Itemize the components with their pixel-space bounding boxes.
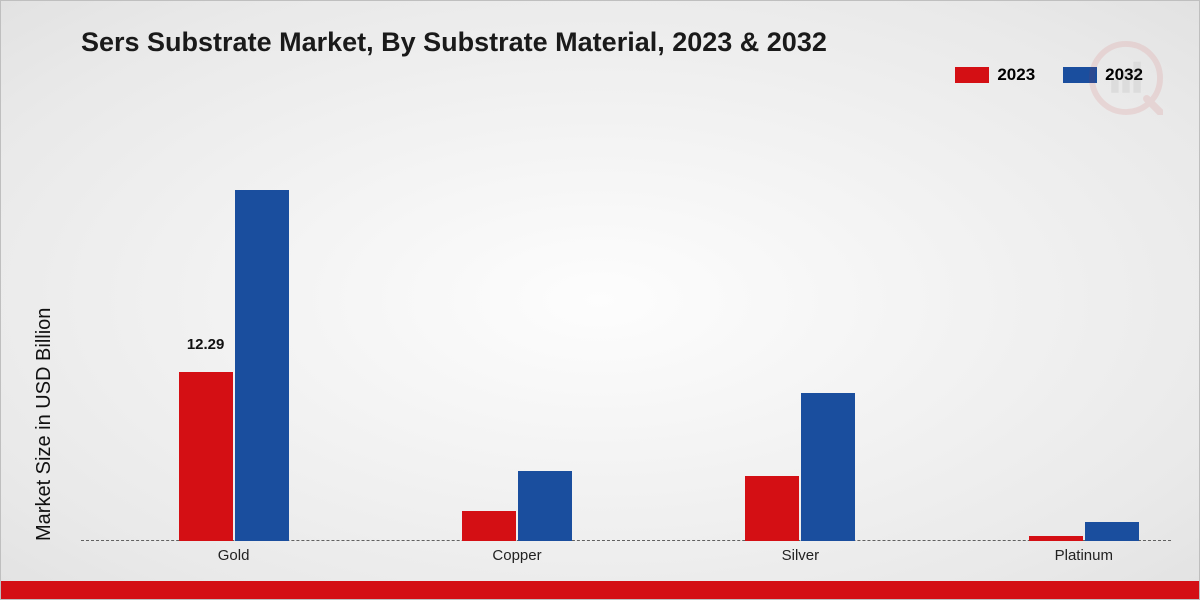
bar-platinum-2023 <box>1029 536 1083 542</box>
x-axis-label: Gold <box>218 547 250 564</box>
legend-item-2023: 2023 <box>955 65 1035 85</box>
bar-gold-2023 <box>179 372 233 541</box>
chart-frame: Sers Substrate Market, By Substrate Mate… <box>0 0 1200 600</box>
chart-title: Sers Substrate Market, By Substrate Mate… <box>81 27 827 58</box>
x-axis-label: Platinum <box>1055 547 1113 564</box>
bar-silver-2023 <box>745 476 799 541</box>
value-label: 12.29 <box>187 336 225 353</box>
x-axis-label: Silver <box>782 547 820 564</box>
bar-gold-2032 <box>235 190 289 541</box>
bar-silver-2032 <box>801 393 855 542</box>
bar-platinum-2032 <box>1085 522 1139 541</box>
y-axis-label: Market Size in USD Billion <box>33 308 56 541</box>
footer-band <box>1 581 1199 599</box>
bar-copper-2023 <box>462 511 516 541</box>
legend-label-2023: 2023 <box>997 65 1035 85</box>
bar-copper-2032 <box>518 471 572 541</box>
plot-area: Gold12.29CopperSilverPlatinum <box>81 101 1171 541</box>
legend-swatch-2023 <box>955 67 989 83</box>
x-axis-label: Copper <box>492 547 541 564</box>
